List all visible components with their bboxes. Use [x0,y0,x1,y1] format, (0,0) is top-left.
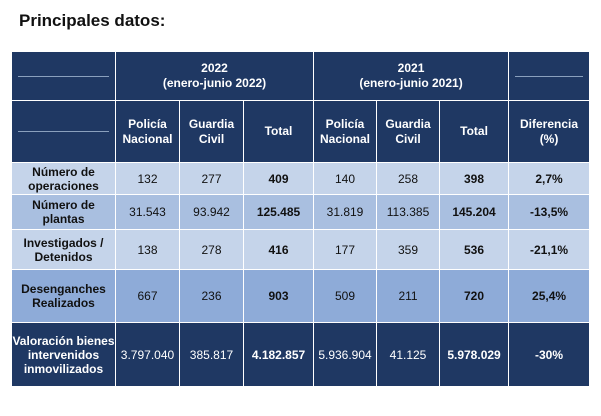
col-policia-2022: Policía Nacional [115,100,180,163]
cell-value: 138 [115,229,180,270]
cell-value: 667 [115,269,180,323]
cell-total: 409 [242,162,315,195]
period-range: (enero-junio 2022) [162,76,267,90]
row-label: Desenganches Realizados [11,269,116,323]
label-header-cell [11,100,116,163]
cell-total: 5.978.029 [439,322,510,387]
row-label: Valoración bienes intervenidos inmoviliz… [11,322,116,387]
cell-value: 258 [376,162,441,195]
table-row: Investigados / Detenidos 138 278 416 177… [11,229,591,270]
cell-total: 145.204 [439,194,510,230]
cell-diff: 25,4% [508,269,591,323]
corner-cell [11,51,116,101]
cell-diff: -21,1% [508,229,591,270]
cell-value: 140 [313,162,378,195]
period-year: 2022 [201,61,228,75]
cell-diff: -13,5% [508,194,591,230]
cell-total: 125.485 [242,194,315,230]
row-label: Número de operaciones [11,162,116,195]
col-policia-2021: Policía Nacional [313,100,378,163]
col-total-2022: Total [242,100,315,163]
principales-datos-table: 2022 (enero-junio 2022) 2021 (enero-juni… [11,51,591,387]
cell-value: 277 [179,162,244,195]
col-diferencia: Diferencia (%) [508,100,591,163]
cell-diff: -30% [508,322,591,387]
row-label: Investigados / Detenidos [11,229,116,270]
table-row: Valoración bienes intervenidos inmoviliz… [11,322,591,387]
col-total-2021: Total [439,100,510,163]
cell-value: 132 [115,162,180,195]
cell-value: 31.819 [313,194,378,230]
cell-value: 5.936.904 [313,322,378,387]
cell-value: 211 [376,269,441,323]
period-year: 2021 [397,61,425,75]
cell-total: 536 [439,229,510,270]
cell-diff: 2,7% [508,162,591,195]
row-label: Número de plantas [11,194,116,230]
page-title: Principales datos: [19,11,166,30]
cell-value: 236 [179,269,244,323]
cell-total: 4.182.857 [242,322,315,387]
cell-value: 385.817 [179,322,244,387]
cell-value: 93.942 [179,194,244,230]
table-row: Desenganches Realizados 667 236 903 509 … [11,269,591,323]
cell-value: 3.797.040 [115,322,180,387]
cell-value: 41.125 [376,322,441,387]
period-2022-header: 2022 (enero-junio 2022) [114,51,315,101]
diff-corner-cell [508,51,591,101]
cell-value: 278 [179,229,244,270]
table-row: Número de operaciones 132 277 409 140 25… [11,162,591,195]
period-range: (enero-junio 2021) [359,76,463,90]
cell-value: 177 [313,229,378,270]
table-row: Número de plantas 31.543 93.942 125.485 … [11,194,591,230]
cell-total: 416 [242,229,315,270]
period-2021-header: 2021 (enero-junio 2021) [313,51,510,101]
cell-total: 720 [439,269,510,323]
cell-value: 113.385 [376,194,441,230]
cell-value: 509 [313,269,378,323]
col-guardia-2021: Guardia Civil [376,100,441,163]
col-guardia-2022: Guardia Civil [179,100,244,163]
cell-value: 359 [376,229,441,270]
cell-total: 398 [439,162,510,195]
cell-value: 31.543 [115,194,180,230]
cell-total: 903 [242,269,315,323]
